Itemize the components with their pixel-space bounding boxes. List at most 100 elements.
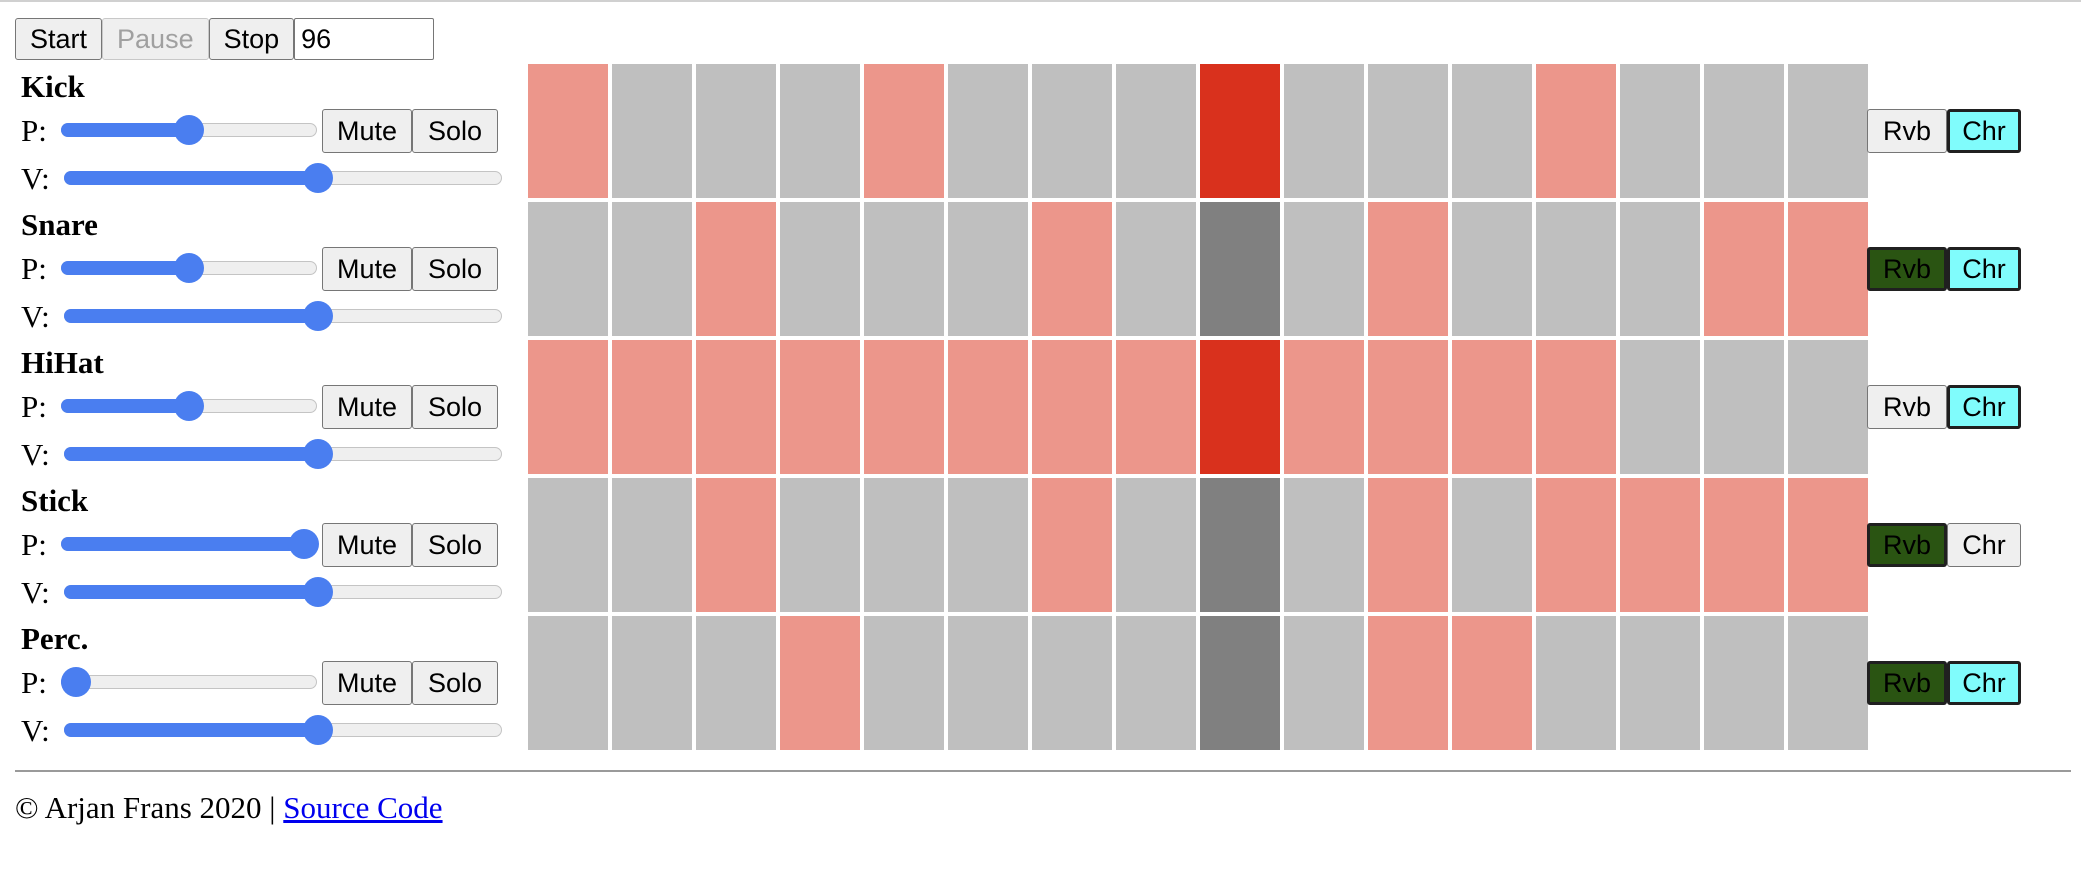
solo-button[interactable]: Solo — [412, 247, 498, 291]
step-cell[interactable] — [528, 478, 608, 612]
slider-thumb[interactable] — [174, 115, 204, 145]
step-cell[interactable] — [1032, 616, 1112, 750]
step-cell[interactable] — [528, 64, 608, 198]
step-cell[interactable] — [1032, 202, 1112, 336]
step-cell[interactable] — [1116, 202, 1196, 336]
step-cell[interactable] — [1368, 616, 1448, 750]
step-cell[interactable] — [948, 616, 1028, 750]
step-cell[interactable] — [1788, 478, 1868, 612]
pan-slider[interactable] — [61, 391, 317, 421]
step-cell[interactable] — [612, 202, 692, 336]
reverb-toggle[interactable]: Rvb — [1867, 385, 1947, 429]
step-cell[interactable] — [1536, 616, 1616, 750]
chorus-toggle[interactable]: Chr — [1947, 661, 2021, 705]
step-cell[interactable] — [780, 478, 860, 612]
solo-button[interactable]: Solo — [412, 109, 498, 153]
tempo-input[interactable] — [294, 18, 435, 60]
step-cell[interactable] — [1620, 64, 1700, 198]
step-cell[interactable] — [1704, 478, 1784, 612]
stop-button[interactable]: Stop — [208, 18, 295, 60]
step-cell[interactable] — [1032, 64, 1112, 198]
step-cell[interactable] — [1032, 340, 1112, 474]
chorus-toggle[interactable]: Chr — [1947, 385, 2021, 429]
step-cell[interactable] — [696, 64, 776, 198]
step-cell[interactable] — [1536, 64, 1616, 198]
chorus-toggle[interactable]: Chr — [1947, 523, 2021, 567]
slider-thumb[interactable] — [289, 529, 320, 559]
step-cell[interactable] — [1788, 64, 1868, 198]
pan-slider[interactable] — [61, 667, 317, 697]
step-cell[interactable] — [1284, 64, 1364, 198]
step-cell[interactable] — [1620, 202, 1700, 336]
slider-thumb[interactable] — [303, 163, 334, 193]
step-cell[interactable] — [1200, 64, 1280, 198]
slider-thumb[interactable] — [303, 439, 334, 469]
step-cell[interactable] — [864, 202, 944, 336]
volume-slider[interactable] — [64, 439, 502, 469]
step-cell[interactable] — [948, 340, 1028, 474]
reverb-toggle[interactable]: Rvb — [1867, 523, 1947, 567]
reverb-toggle[interactable]: Rvb — [1867, 109, 1947, 153]
pan-slider[interactable] — [61, 115, 317, 145]
step-cell[interactable] — [1368, 202, 1448, 336]
step-cell[interactable] — [696, 340, 776, 474]
step-cell[interactable] — [1452, 478, 1532, 612]
step-cell[interactable] — [696, 616, 776, 750]
step-cell[interactable] — [1620, 340, 1700, 474]
step-cell[interactable] — [612, 616, 692, 750]
step-cell[interactable] — [1200, 478, 1280, 612]
source-code-link[interactable]: Source Code — [283, 790, 443, 825]
mute-button[interactable]: Mute — [322, 523, 412, 567]
solo-button[interactable]: Solo — [412, 523, 498, 567]
step-cell[interactable] — [1452, 340, 1532, 474]
step-cell[interactable] — [780, 202, 860, 336]
step-cell[interactable] — [948, 202, 1028, 336]
step-cell[interactable] — [780, 64, 860, 198]
step-cell[interactable] — [1620, 616, 1700, 750]
step-cell[interactable] — [1704, 340, 1784, 474]
slider-thumb[interactable] — [303, 301, 334, 331]
step-cell[interactable] — [1536, 202, 1616, 336]
step-cell[interactable] — [1452, 64, 1532, 198]
step-cell[interactable] — [1116, 616, 1196, 750]
slider-thumb[interactable] — [174, 391, 204, 421]
step-cell[interactable] — [1368, 478, 1448, 612]
mute-button[interactable]: Mute — [322, 247, 412, 291]
mute-button[interactable]: Mute — [322, 385, 412, 429]
step-cell[interactable] — [1368, 64, 1448, 198]
step-cell[interactable] — [864, 64, 944, 198]
volume-slider[interactable] — [64, 715, 502, 745]
step-cell[interactable] — [1116, 64, 1196, 198]
step-cell[interactable] — [612, 478, 692, 612]
step-cell[interactable] — [1284, 478, 1364, 612]
step-cell[interactable] — [780, 340, 860, 474]
slider-thumb[interactable] — [174, 253, 204, 283]
chorus-toggle[interactable]: Chr — [1947, 109, 2021, 153]
step-cell[interactable] — [864, 478, 944, 612]
mute-button[interactable]: Mute — [322, 109, 412, 153]
step-cell[interactable] — [1284, 340, 1364, 474]
step-cell[interactable] — [1284, 616, 1364, 750]
step-cell[interactable] — [1704, 616, 1784, 750]
step-cell[interactable] — [528, 202, 608, 336]
step-cell[interactable] — [1284, 202, 1364, 336]
step-cell[interactable] — [696, 202, 776, 336]
step-cell[interactable] — [1704, 202, 1784, 336]
step-cell[interactable] — [1536, 478, 1616, 612]
volume-slider[interactable] — [64, 577, 502, 607]
step-cell[interactable] — [612, 340, 692, 474]
solo-button[interactable]: Solo — [412, 661, 498, 705]
volume-slider[interactable] — [64, 163, 502, 193]
reverb-toggle[interactable]: Rvb — [1867, 661, 1947, 705]
volume-slider[interactable] — [64, 301, 502, 331]
step-cell[interactable] — [528, 616, 608, 750]
step-cell[interactable] — [1452, 202, 1532, 336]
step-cell[interactable] — [1788, 202, 1868, 336]
step-cell[interactable] — [948, 478, 1028, 612]
pan-slider[interactable] — [61, 529, 320, 559]
chorus-toggle[interactable]: Chr — [1947, 247, 2021, 291]
step-cell[interactable] — [1788, 340, 1868, 474]
step-cell[interactable] — [948, 64, 1028, 198]
pan-slider[interactable] — [61, 253, 317, 283]
step-cell[interactable] — [1536, 340, 1616, 474]
